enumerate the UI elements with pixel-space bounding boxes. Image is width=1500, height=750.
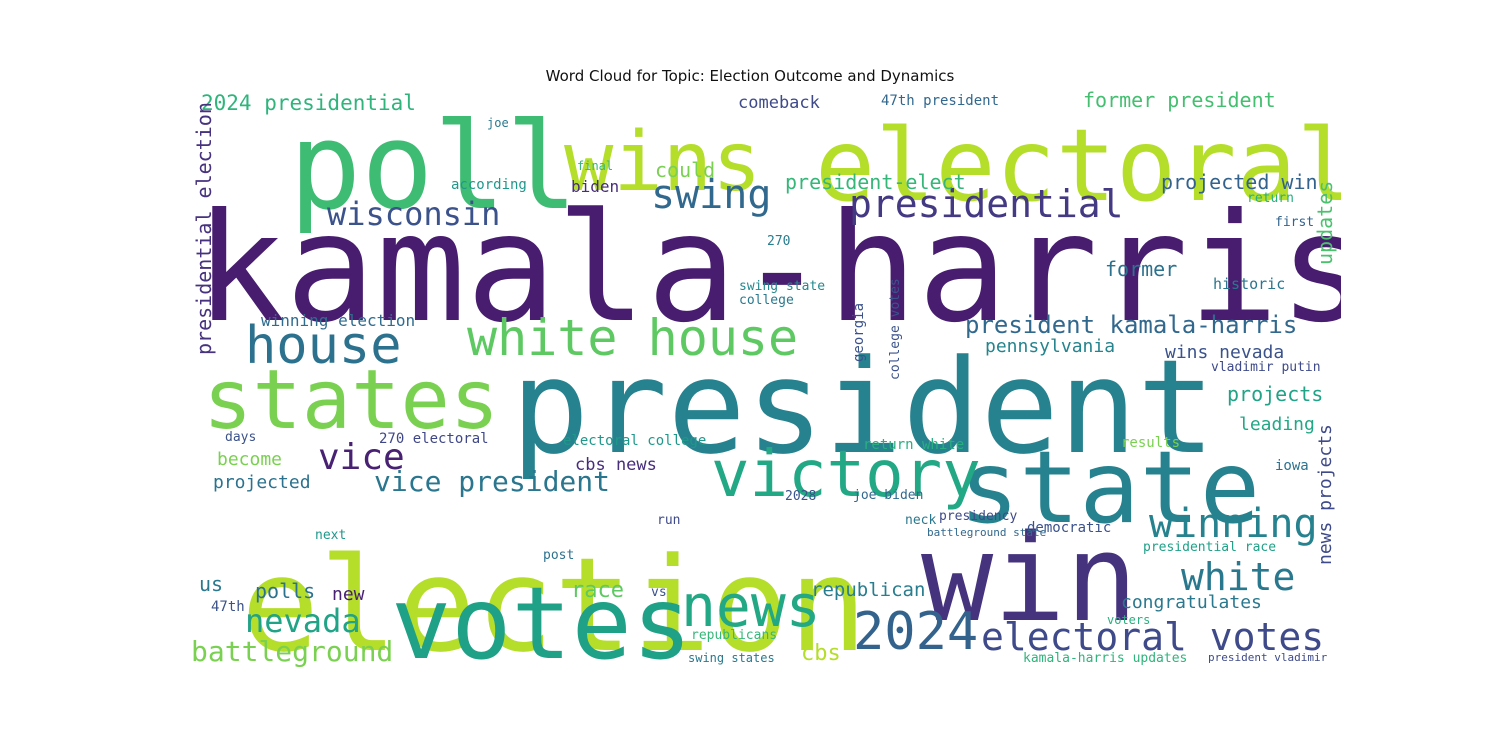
word-swing: swing: [651, 172, 771, 218]
word-republicans: republicans: [691, 628, 777, 643]
word-joe-biden: joe biden: [853, 488, 923, 503]
word-former-president: former president: [1083, 90, 1276, 112]
word-cloud: kamala-harris president election poll electo…: [181, 90, 1341, 670]
word-historic: historic: [1213, 275, 1285, 293]
word-states: states: [203, 353, 499, 448]
word-270: 270: [767, 234, 790, 249]
word-comeback: comeback: [738, 93, 820, 113]
word-according: according: [451, 177, 527, 193]
word-polls: polls: [255, 579, 315, 603]
word-2028: 2028: [785, 489, 816, 504]
word-biden: biden: [571, 177, 619, 196]
word-next: next: [315, 528, 346, 543]
word-47th: 47th: [211, 599, 245, 615]
word-election: election: [241, 529, 867, 670]
word-house: house: [245, 316, 402, 376]
word-battleground-state: battleground state: [927, 526, 1046, 539]
word-become: become: [217, 449, 282, 470]
word-projected-win: projected win: [1161, 170, 1318, 194]
word-poll: poll: [289, 98, 578, 237]
word-news-projects: news projects: [1315, 424, 1336, 565]
word-white-house: white house: [467, 309, 798, 367]
word-us: us: [199, 572, 223, 596]
word-final: final: [577, 159, 613, 173]
word-270-electoral: 270 electoral: [379, 431, 489, 447]
word-college-votes: college votes: [888, 278, 903, 380]
word-return-white: return white: [863, 437, 964, 453]
word-presidential: presidential: [849, 182, 1124, 226]
word-republican: republican: [811, 579, 925, 601]
word-votes: votes: [391, 565, 692, 670]
word-victory: victory: [711, 438, 981, 512]
word-vice-president: vice president: [374, 465, 610, 498]
word-vs: vs: [651, 585, 667, 600]
word-wins-nevada: wins nevada: [1165, 342, 1284, 363]
word-president-vladimir: president vladimir: [1208, 651, 1328, 664]
word-president-kamala-harris: president kamala-harris: [965, 311, 1297, 339]
word-president-elect: president-elect: [785, 170, 966, 194]
word-swing-states: swing states: [688, 651, 775, 665]
word-battleground: battleground: [191, 635, 393, 668]
word-college: college: [739, 293, 794, 308]
word-win: win: [921, 510, 1138, 649]
word-georgia: georgia: [851, 303, 867, 362]
word-joe: joe: [487, 116, 509, 130]
word-vice: vice: [318, 437, 405, 478]
word-projects: projects: [1227, 382, 1323, 406]
word-winning-election: winning election: [261, 311, 415, 330]
word-presidency: presidency: [939, 509, 1017, 524]
word-former: former: [1105, 257, 1177, 281]
word-cbs: cbs: [801, 641, 841, 666]
word-wisconsin: wisconsin: [327, 195, 500, 233]
word-results: results: [1121, 435, 1180, 451]
word-pennsylvania: pennsylvania: [985, 336, 1115, 357]
word-2024: 2024: [853, 602, 978, 662]
word-return: return: [1247, 191, 1294, 206]
word-neck: neck: [905, 513, 936, 528]
word-white: white: [1181, 555, 1295, 599]
word-projected: projected: [213, 472, 311, 493]
word-electoral-college: electoral college: [563, 433, 706, 449]
word-cbs-news: cbs news: [575, 455, 657, 475]
word-presidential-election: presidential election: [192, 102, 216, 355]
word-wins: wins: [564, 115, 761, 210]
word-president: president: [511, 331, 1215, 483]
word-electoral-votes: electoral votes: [981, 615, 1324, 659]
word-nevada: nevada: [245, 602, 361, 640]
word-winning: winning: [1149, 501, 1318, 547]
word-vladimir-putin: vladimir putin: [1211, 360, 1321, 375]
word-state: state: [959, 429, 1260, 546]
word-leading: leading: [1239, 414, 1315, 435]
word-voters: voters: [1107, 613, 1150, 627]
word-news: news: [681, 572, 821, 640]
word-congratulates: congratulates: [1121, 592, 1262, 613]
word-iowa: iowa: [1275, 458, 1309, 474]
word-electoral: electoral: [815, 107, 1341, 224]
word-first: first: [1275, 215, 1314, 230]
chart-title: Word Cloud for Topic: Election Outcome a…: [545, 67, 955, 85]
word-47th-president: 47th president: [881, 93, 999, 109]
word-race: race: [571, 578, 624, 603]
word-2024-presidential: 2024 presidential: [201, 91, 416, 115]
word-run: run: [657, 513, 680, 528]
word-days: days: [225, 430, 256, 445]
word-post: post: [543, 548, 574, 563]
word-new: new: [332, 584, 365, 605]
word-swing-state: swing state: [739, 279, 825, 294]
word-kamala-harris-updates: kamala-harris updates: [1023, 651, 1187, 666]
word-kamala-harris: kamala-harris: [195, 182, 1341, 356]
word-presidential-race: presidential race: [1143, 540, 1276, 555]
word-updates: updates: [1313, 181, 1337, 265]
word-could: could: [655, 158, 715, 182]
word-democratic: democratic: [1027, 520, 1111, 536]
